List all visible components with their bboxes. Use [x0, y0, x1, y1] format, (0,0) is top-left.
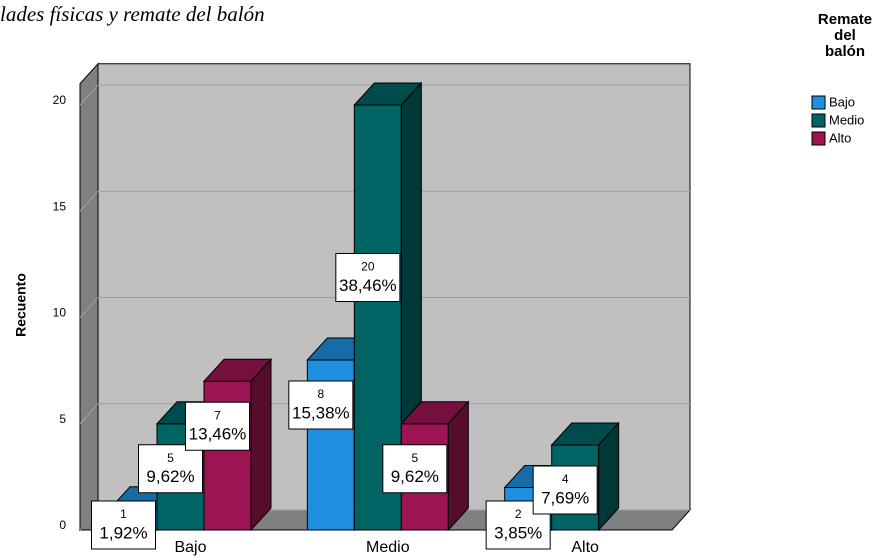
left-wall — [79, 62, 99, 532]
data-label: 4 — [562, 472, 569, 486]
data-label: 9,62% — [146, 467, 194, 486]
chart-title: lades físicas y remate del balón — [0, 2, 265, 26]
data-label-box — [532, 465, 598, 515]
y-tick-label: 20 — [53, 93, 67, 107]
data-label: 8 — [317, 387, 324, 401]
data-label-box — [335, 253, 401, 302]
x-tick-label: Bajo — [174, 539, 206, 556]
data-label-box — [185, 401, 250, 451]
y-tick-label: 10 — [53, 306, 67, 320]
data-label-box — [288, 380, 354, 430]
data-label: 1 — [120, 507, 127, 521]
data-label: 1,92% — [99, 523, 147, 542]
y-axis-label: Recuento — [13, 273, 29, 337]
legend-title: Remate — [818, 11, 872, 28]
data-label: 9,62% — [391, 467, 439, 486]
bar-side — [598, 421, 620, 532]
grid-line — [79, 403, 99, 425]
data-label-box — [382, 444, 448, 494]
data-label: 7,69% — [541, 488, 589, 507]
data-label: 5 — [167, 451, 174, 465]
legend-swatch — [811, 113, 826, 128]
y-tick-label: 15 — [53, 199, 67, 213]
data-label: 20 — [361, 260, 375, 274]
bar-side — [250, 357, 272, 532]
grid-line — [79, 297, 99, 318]
data-label-box — [91, 500, 156, 550]
legend-label: Medio — [829, 112, 864, 127]
legend-label: Bajo — [829, 94, 855, 109]
legend-swatch — [811, 95, 826, 110]
y-tick-label: 0 — [59, 518, 66, 532]
data-label: 2 — [515, 507, 522, 521]
legend-title: balón — [825, 43, 865, 60]
bar-side — [447, 400, 469, 532]
x-tick-label: Medio — [366, 539, 410, 556]
x-tick-label: Alto — [571, 539, 599, 556]
data-label: 15,38% — [292, 403, 350, 422]
grid-line — [79, 190, 99, 212]
data-label: 5 — [411, 451, 418, 465]
data-label: 7 — [214, 408, 221, 422]
legend-label: Alto — [829, 130, 851, 145]
legend-title: del — [834, 27, 856, 44]
data-label: 13,46% — [189, 425, 247, 444]
legend-swatch — [811, 131, 826, 146]
data-label: 38,46% — [339, 276, 397, 295]
data-label-box — [138, 444, 203, 494]
data-label: 3,85% — [494, 523, 542, 542]
grid-line — [79, 84, 99, 106]
y-tick-label: 5 — [59, 412, 66, 426]
